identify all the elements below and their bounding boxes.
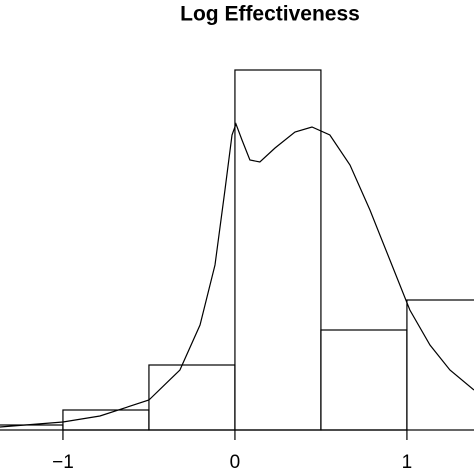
- x-tick-label: 0: [230, 452, 241, 473]
- x-tick-label: −1: [52, 452, 74, 473]
- histogram-bar: [320, 329, 408, 431]
- histogram-bar: [406, 299, 474, 431]
- histogram-bar: [148, 364, 236, 431]
- histogram-bar: [234, 69, 322, 431]
- chart-title: Log Effectiveness: [180, 3, 360, 26]
- density-curve: [0, 122, 474, 428]
- x-tick-label: 1: [402, 452, 413, 473]
